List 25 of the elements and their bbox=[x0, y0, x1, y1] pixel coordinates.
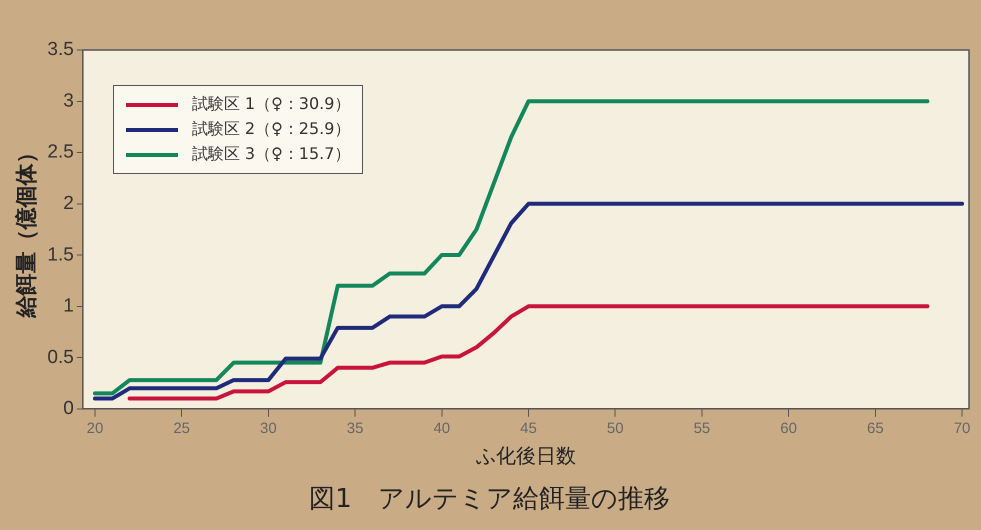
x-tick-label: 25 bbox=[173, 420, 190, 437]
y-tick-label: 0 bbox=[63, 398, 74, 420]
y-tick-label: 2.5 bbox=[47, 142, 74, 163]
x-tick-label: 35 bbox=[346, 420, 364, 437]
y-axis-title: 給餌量（億個体） bbox=[13, 141, 38, 318]
legend-label: 試験区 1（♀：30.9） bbox=[192, 94, 350, 115]
x-tick-label: 50 bbox=[606, 420, 624, 437]
x-tick-label: 40 bbox=[433, 420, 450, 437]
legend-label: 試験区 2（♀：25.9） bbox=[192, 119, 350, 140]
x-tick-label: 55 bbox=[694, 420, 710, 437]
text: 図1 アルテミア給餌量の推移 bbox=[309, 484, 670, 514]
y-tick-label: 0.5 bbox=[47, 346, 74, 368]
x-tick-label: 65 bbox=[867, 420, 884, 437]
y-tick-label: 3.5 bbox=[47, 39, 74, 60]
y-tick-label: 3 bbox=[63, 90, 74, 112]
x-tick-label: 70 bbox=[954, 420, 970, 437]
x-tick-label: 60 bbox=[780, 420, 797, 437]
x-tick-label: 45 bbox=[520, 420, 537, 437]
y-tick-label: 1.5 bbox=[47, 244, 74, 266]
x-tick-label: 20 bbox=[86, 420, 104, 437]
x-tick-label: 30 bbox=[260, 420, 277, 437]
legend-label: 試験区 3（♀：15.7） bbox=[192, 144, 350, 165]
x-axis-title: ふ化後日数 bbox=[474, 445, 576, 468]
y-tick-label: 1 bbox=[63, 296, 74, 317]
y-tick-label: 2 bbox=[63, 193, 74, 214]
